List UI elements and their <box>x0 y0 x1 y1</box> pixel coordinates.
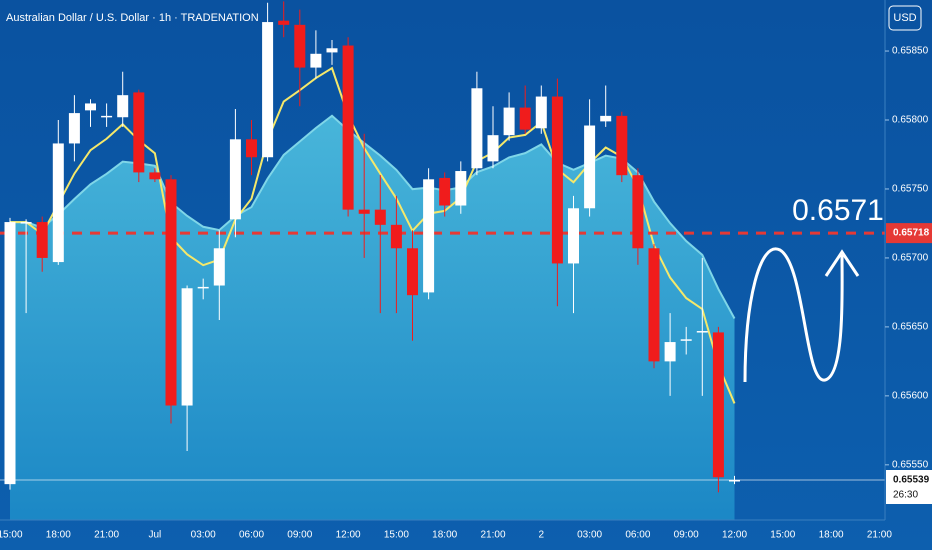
x-tick-label: 06:00 <box>625 530 650 541</box>
x-tick-label: 18:00 <box>819 530 844 541</box>
plot <box>0 1 885 520</box>
candle-body <box>181 288 193 406</box>
candle-body <box>101 115 113 118</box>
x-tick-label: 09:00 <box>287 530 312 541</box>
candle-body <box>197 286 209 289</box>
candle-body <box>149 172 161 180</box>
x-tick-label: 12:00 <box>722 530 747 541</box>
candle-body <box>310 53 322 68</box>
candle-body <box>246 139 257 158</box>
x-tick-label: 2 <box>539 530 545 541</box>
candle-body <box>712 332 724 478</box>
candle-body <box>342 45 354 210</box>
x-tick-label: 21:00 <box>94 530 119 541</box>
x-tick-label: 03:00 <box>577 530 602 541</box>
candle-body <box>36 222 48 258</box>
y-tick-label: 0.65750 <box>892 184 929 195</box>
candle-body <box>165 179 177 406</box>
projection-arrow <box>824 249 860 277</box>
candle-body <box>503 107 515 136</box>
candle-body <box>85 103 96 111</box>
candle-body <box>117 95 129 118</box>
candle-body <box>278 20 290 25</box>
x-tick-label: 18:00 <box>46 530 71 541</box>
candle-body <box>680 339 692 341</box>
candle-body <box>4 222 16 485</box>
y-tick-label: 0.65850 <box>892 46 929 57</box>
candle-body <box>664 342 676 362</box>
candle-body <box>616 115 628 176</box>
candle-body <box>551 96 563 264</box>
y-tick-label: 0.65800 <box>892 115 929 126</box>
candle-body <box>455 171 467 206</box>
area-indicator <box>10 115 735 520</box>
candle-body <box>519 107 531 130</box>
candle-body <box>471 88 483 169</box>
chart-title: Australian Dollar / U.S. Dollar · 1h · T… <box>6 12 259 24</box>
candle-body <box>358 209 370 214</box>
countdown: 26:30 <box>893 490 918 501</box>
candle-body <box>262 22 274 158</box>
x-tick-label: 15:00 <box>770 530 795 541</box>
candle-body <box>600 115 612 122</box>
candle-body <box>696 331 708 333</box>
candle-body <box>133 92 145 173</box>
candle-body <box>68 113 80 144</box>
price-label: 0.65718 <box>893 228 930 239</box>
price-label-box <box>886 470 932 504</box>
candle-body <box>423 179 435 293</box>
y-tick-label: 0.65600 <box>892 391 929 402</box>
x-tick-label: 15:00 <box>0 530 23 541</box>
candle-body <box>568 208 579 264</box>
candle-body <box>390 224 402 249</box>
candle-body <box>326 48 338 53</box>
x-tick-label: 21:00 <box>867 530 892 541</box>
projection-curve <box>743 247 844 383</box>
candle-body <box>535 96 547 129</box>
candle-body <box>584 125 596 209</box>
x-tick-label: Jul <box>149 530 162 541</box>
candle-body <box>729 480 740 482</box>
x-tick-label: 21:00 <box>480 530 505 541</box>
y-tick-label: 0.65650 <box>892 322 929 333</box>
currency-box <box>888 5 922 31</box>
candle-body <box>407 248 418 296</box>
price-label: 0.65539 <box>893 475 930 486</box>
x-tick-label: 15:00 <box>384 530 409 541</box>
x-tick-label: 06:00 <box>239 530 264 541</box>
candle-body <box>213 248 225 286</box>
candle-body <box>374 209 386 225</box>
candle-body <box>648 248 660 362</box>
price-label-box <box>886 223 932 244</box>
candle-body <box>294 24 306 68</box>
ema-line <box>10 66 736 404</box>
y-tick-label: 0.65700 <box>892 253 929 264</box>
currency: USD <box>893 12 916 24</box>
area-indicator-line <box>10 114 736 319</box>
y-tick-label: 0.65550 <box>892 459 929 470</box>
x-tick-label: 03:00 <box>191 530 216 541</box>
x-tick-label: 09:00 <box>674 530 699 541</box>
candle-body <box>487 135 499 162</box>
candle-body <box>20 222 32 224</box>
x-tick-label: 18:00 <box>432 530 457 541</box>
candle-body <box>632 175 644 249</box>
candle-body <box>52 143 64 263</box>
candle-body <box>229 139 241 220</box>
annotation: 0.6571 <box>792 194 884 227</box>
candle-body <box>439 177 451 206</box>
x-tick-label: 12:00 <box>336 530 361 541</box>
